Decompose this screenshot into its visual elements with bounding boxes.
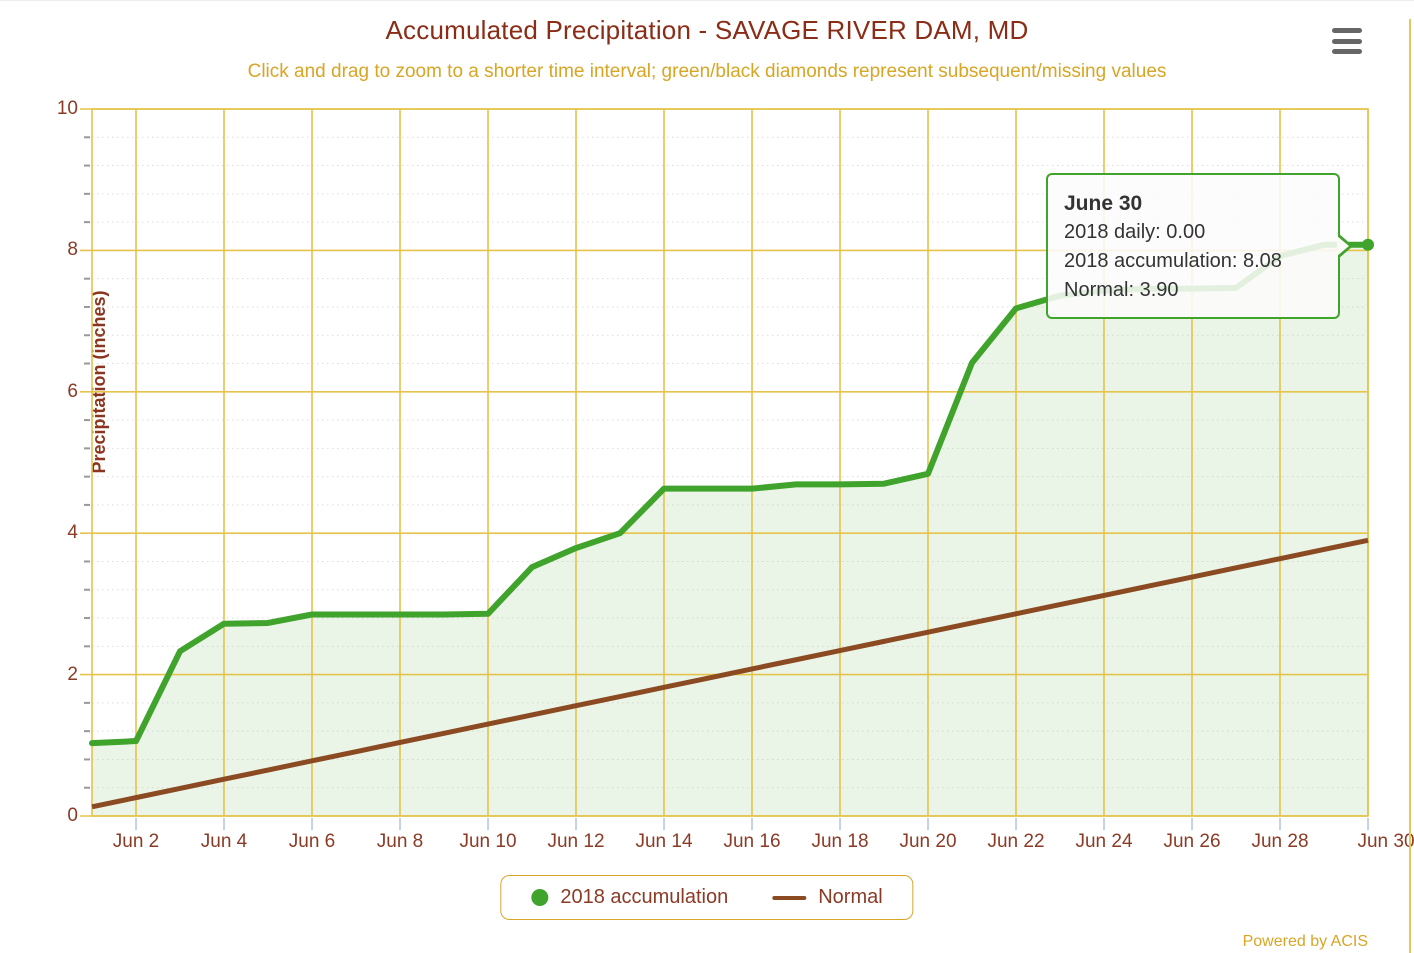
line-marker-icon xyxy=(772,895,807,900)
circle-marker-icon xyxy=(531,889,549,906)
tooltip-daily: 2018 daily: 0.00 xyxy=(1064,221,1206,243)
x-axis-label: Jun 4 xyxy=(200,831,248,852)
tooltip-accumulation: 2018 accumulation: 8.08 xyxy=(1064,250,1282,272)
hamburger-bar xyxy=(1332,49,1362,54)
hamburger-bar xyxy=(1332,38,1362,44)
x-axis-label: Jun 16 xyxy=(723,831,781,852)
hamburger-menu-icon[interactable] xyxy=(1332,28,1362,54)
chart-subtitle: Click and drag to zoom to a shorter time… xyxy=(247,61,1167,82)
tooltip-normal: Normal: 3.90 xyxy=(1064,279,1179,301)
frame-border xyxy=(1409,19,1411,953)
x-axis-label: Jun 28 xyxy=(1251,831,1309,852)
x-axis-label: Jun 6 xyxy=(288,831,336,852)
legend: 2018 accumulation Normal xyxy=(500,875,914,920)
x-axis-label: Jun 8 xyxy=(376,831,424,852)
y-axis-label: 10 xyxy=(56,98,78,119)
x-axis-label: Jun 10 xyxy=(459,831,517,852)
tooltip-arrow-fill xyxy=(1337,236,1349,256)
y-axis-label: 4 xyxy=(67,522,78,544)
y-axis-label: 0 xyxy=(67,805,78,826)
x-axis-label: Jun 24 xyxy=(1075,831,1133,852)
tooltip-date: June 30 xyxy=(1064,192,1143,215)
x-axis-label: Jun 30 xyxy=(1357,831,1414,852)
x-axis-label: Jun 26 xyxy=(1163,831,1221,852)
x-axis-label: Jun 14 xyxy=(635,831,693,852)
legend-item-2018-accumulation[interactable]: 2018 accumulation xyxy=(531,886,728,909)
x-axis-label: Jun 20 xyxy=(899,831,957,852)
tooltip: June 30 2018 daily: 0.00 2018 accumulati… xyxy=(1046,173,1353,319)
hamburger-bar xyxy=(1332,28,1362,33)
x-axis-label: Jun 18 xyxy=(811,831,869,852)
x-axis-label: Jun 12 xyxy=(547,831,605,852)
x-axis-label: Jun 2 xyxy=(112,831,160,852)
y-axis-label: 2 xyxy=(67,663,78,685)
legend-item-normal[interactable]: Normal xyxy=(772,886,883,909)
x-axis-label: Jun 22 xyxy=(987,831,1045,852)
y-axis-label: 8 xyxy=(67,239,78,261)
y-axis-label: 6 xyxy=(67,380,78,402)
chart-title: Accumulated Precipitation - SAVAGE RIVER… xyxy=(385,15,1029,45)
legend-label: Normal xyxy=(818,886,883,908)
powered-by-acis-link[interactable]: Powered by ACIS xyxy=(1242,933,1368,950)
legend-label: 2018 accumulation xyxy=(560,886,729,908)
